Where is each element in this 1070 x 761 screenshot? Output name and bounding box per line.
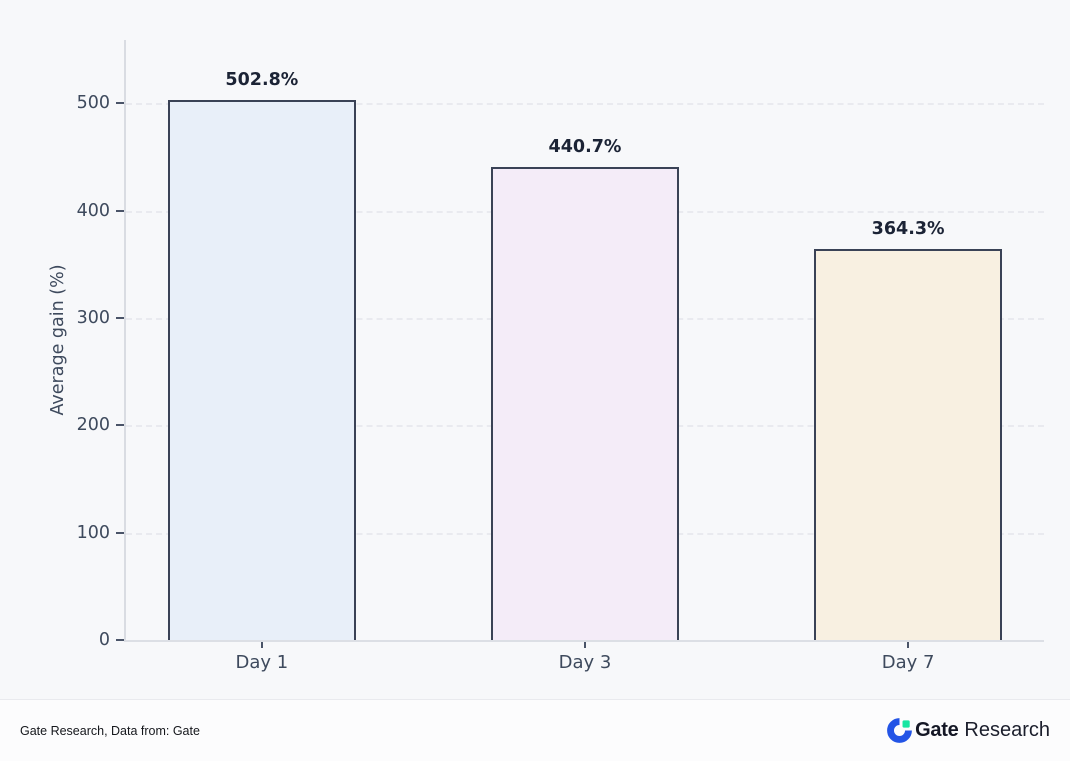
x-tick-label: Day 3 — [558, 652, 612, 673]
gate-research-logo: Gate Research — [887, 718, 1050, 743]
bar-slot: 364.3% Day 7 — [814, 40, 1003, 673]
y-tick-mark — [116, 209, 124, 212]
x-tick-mark — [907, 642, 910, 648]
y-tick-mark — [116, 316, 124, 319]
y-axis-title: Average gain (%) — [48, 264, 68, 416]
x-tick-label: Day 7 — [881, 652, 935, 673]
bar — [167, 100, 356, 640]
bar-value-label: 364.3% — [871, 218, 945, 239]
bar-chart: Average gain (%) 502.8% Day 1 440.7% Day… — [48, 40, 1044, 673]
bar-value-label: 440.7% — [548, 136, 622, 157]
bar-slot: 502.8% Day 1 — [167, 40, 356, 673]
logo-suffix-text: Research — [964, 719, 1050, 741]
y-tick-label: 0 — [98, 630, 110, 650]
y-tick-mark — [116, 531, 124, 534]
x-tick-mark — [584, 642, 586, 648]
footer: Gate Research, Data from: Gate Gate Rese… — [0, 699, 1070, 761]
gate-logo-icon — [887, 718, 913, 743]
y-tick-mark — [116, 424, 124, 427]
gridline — [126, 103, 1044, 106]
bar — [491, 166, 679, 640]
bar-slot: 440.7% Day 3 — [491, 40, 679, 673]
y-tick-mark — [116, 639, 124, 641]
bar — [814, 248, 1003, 640]
y-tick-label: 100 — [76, 522, 110, 543]
x-tick-label: Day 1 — [235, 652, 289, 673]
logo-brand-text: Gate — [915, 719, 959, 741]
y-tick-mark — [116, 102, 124, 105]
y-tick-label: 300 — [76, 307, 110, 328]
bar-value-label: 502.8% — [225, 70, 299, 91]
y-tick-label: 500 — [76, 93, 110, 114]
y-tick-label: 400 — [76, 200, 110, 221]
plot-area: 502.8% Day 1 440.7% Day 3 364.3% Day 7 0… — [77, 40, 1044, 673]
x-tick-mark — [260, 642, 263, 648]
y-tick-label: 200 — [76, 415, 110, 436]
source-note: Gate Research, Data from: Gate — [20, 723, 200, 738]
